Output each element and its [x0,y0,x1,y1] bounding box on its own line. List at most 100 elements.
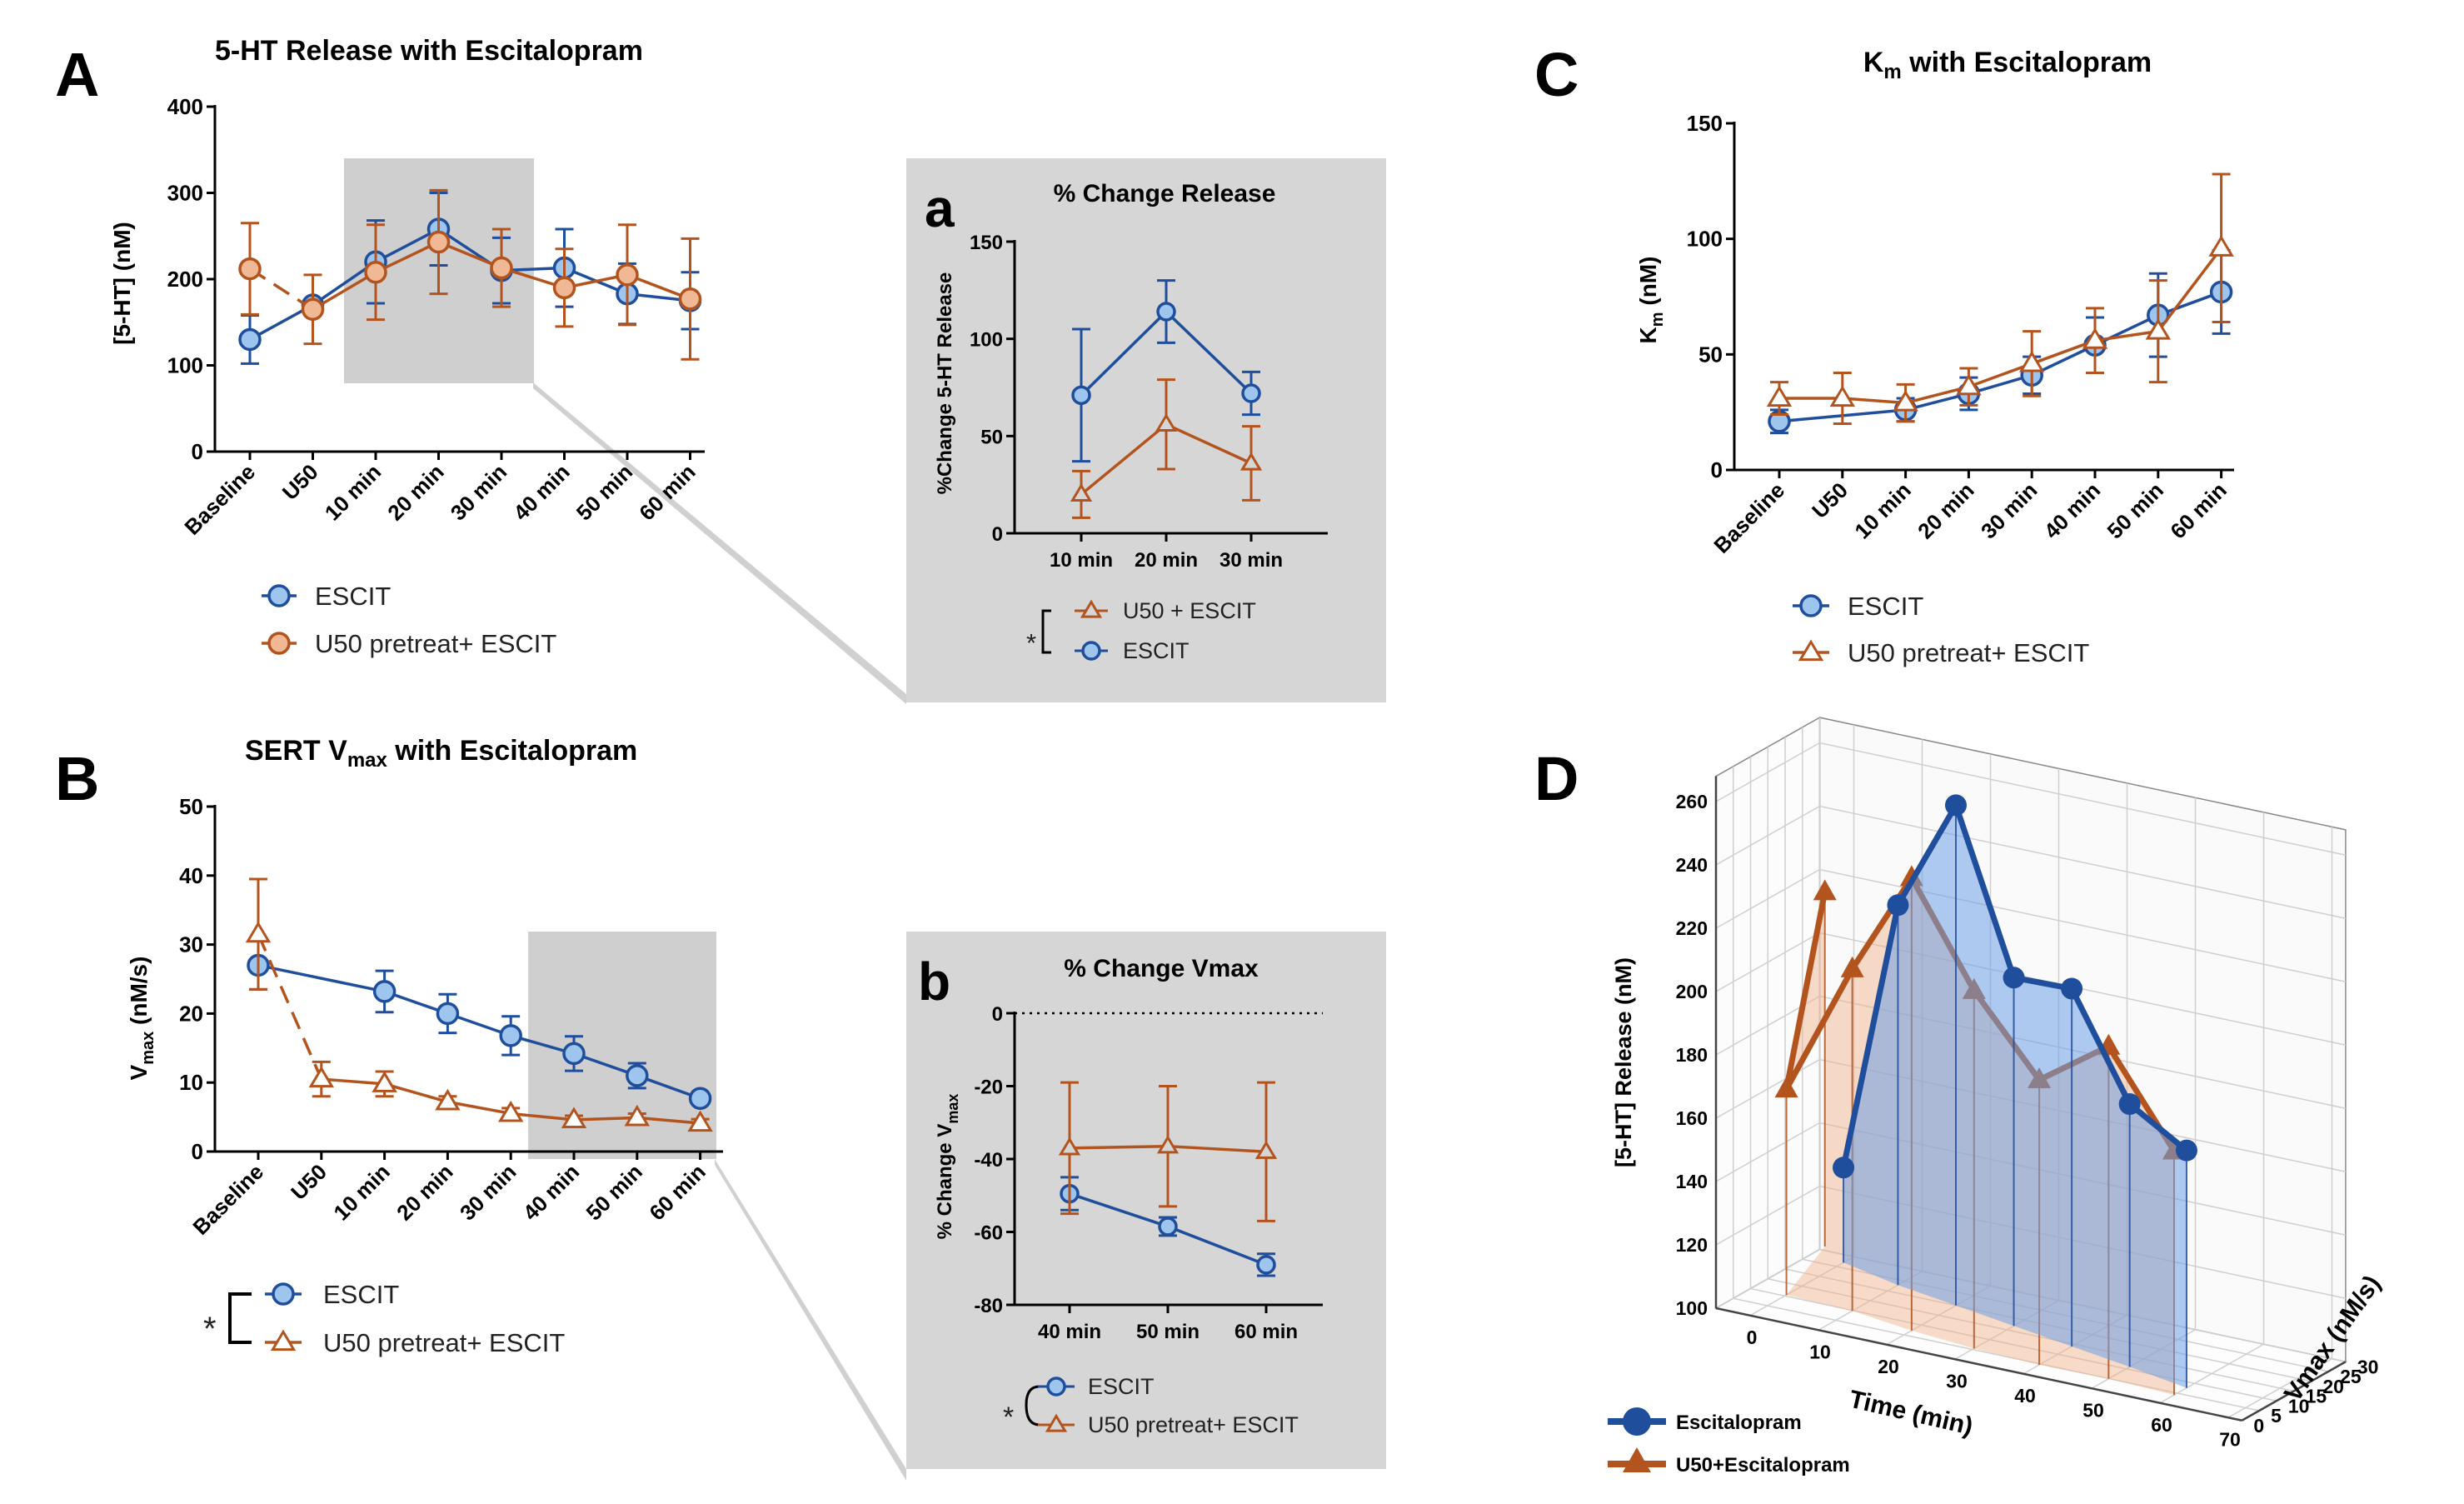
series-line-U50 pretreat+ ESCIT [447,1100,511,1116]
data-point-U50 + ESCIT [1155,412,1178,432]
series-line-ESCIT [1069,1192,1169,1228]
chart-b: 0 -20 -40 -60 -80 40 min 50 min 60 min [974,1003,1323,1343]
data-point-U50 pretreat+ ESCIT [624,1104,651,1127]
series-line-ESCIT [257,963,385,993]
legend-marker-U50 [1798,639,1824,662]
data-point-U50 pretreat+ ESCIT [301,297,325,321]
y-tick-label: 20 [179,1001,203,1026]
z-tick-label: 180 [1676,1044,1708,1066]
y-axis-label-b: % Change Vmax [934,1094,961,1240]
legend-label-U50: U50+Escitalopram [1676,1454,1850,1477]
x-tick-label: 10 min [1849,477,1915,543]
z-axis-label: [5-HT] Release (nM) [1611,957,1636,1167]
y-tick-label: 150 [1687,111,1723,136]
significance-bracket [1041,609,1051,654]
z-tick-label: 160 [1676,1107,1708,1129]
data-point-ESCIT [1156,302,1176,322]
zoom-wedge-B [715,1159,906,1481]
z-tick-label: 100 [1676,1297,1708,1319]
legend-marker-ESCIT [1081,641,1101,661]
data-point-U50 pretreat+ ESCIT [2018,350,2045,372]
x-tick-label: 10 min [328,1159,394,1225]
panel-letter-C: C [1534,40,1579,109]
legend-marker-ESCIT [272,1282,295,1306]
data-point-U50 pretreat+ ESCIT [245,921,272,943]
data-point-U50 pretreat+ ESCIT [497,1100,524,1122]
x-tick-label: U50 [1807,477,1853,523]
data-point-U50 pretreat+ ESCIT [308,1066,335,1088]
y-axis-label-A: [5-HT] (nM) [109,222,135,345]
data-point-U50 pretreat+ ESCIT [1956,373,1982,396]
legend-marker-U50 [1623,1447,1651,1472]
z-tick-label: 220 [1676,917,1708,939]
legend-label-U50: U50 pretreat+ ESCIT [1088,1412,1299,1437]
y-tick-label: 20 [2322,1376,2344,1397]
series-line-ESCIT [1165,310,1253,395]
data-point-U50 pretreat+ ESCIT [1766,385,1793,407]
data-point-ESCIT [626,1064,649,1087]
chart-title-C: Km with Escitalopram [1863,47,2152,83]
legend-b: * ESCIT U50 pretreat+ ESCIT [1003,1374,1299,1437]
x-axis-label: Time (min) [1847,1386,1976,1441]
series-line-U50 pretreat+ ESCIT [312,271,377,311]
x-tick-label: 40 min [518,1159,584,1225]
series-line-U50 pretreat+ ESCIT [1069,1144,1169,1150]
z-tick-label: 200 [1676,981,1708,1002]
series-line-U50 pretreat+ ESCIT [573,1116,637,1122]
data-point-U50+Escitalopram [1840,956,1864,977]
y-tick-label: 50 [179,794,203,819]
x-tick-label: 10 min [320,459,386,525]
x-tick-label: 60 min [2165,477,2231,543]
x-tick-label: 50 min [581,1159,647,1225]
chart-title-A: 5-HT Release with Escitalopram [215,35,643,67]
y-tick-label: 0 [192,1139,203,1164]
y-tick-label: 10 [179,1070,203,1095]
panel-letter-b: b [918,952,950,1012]
y-tick-label: 50 [980,426,1003,448]
y-axis-label-B: Vmax (nM/s) [126,957,157,1081]
x-tick-label: 70 [2219,1428,2241,1450]
x-tick-label: 50 [2082,1399,2104,1421]
x-tick-label: 50 min [1136,1321,1200,1343]
data-point-U50+Escitalopram [1774,1077,1798,1098]
y-tick-label: 30 [179,932,203,957]
series-line-U50 pretreat+ ESCIT [636,1116,701,1125]
y-tick-label: 100 [970,329,1003,352]
x-tick-label: Baseline [187,1159,268,1240]
y-tick-label: 300 [167,181,203,206]
chart-title-b: % Change Vmax [1064,955,1259,982]
data-point-U50 pretreat+ ESCIT [616,263,639,287]
data-point-ESCIT [372,980,397,1003]
significance-bracket [228,1292,252,1344]
legend-B: * ESCIT U50 pretreat+ ESCIT [203,1280,565,1357]
z-tick-label: 240 [1676,854,1708,876]
data-point-Escitalopram [1945,794,1967,817]
data-point-Escitalopram [2175,1139,2197,1162]
data-point-U50 pretreat+ ESCIT [2082,327,2108,349]
y-tick-label: 400 [167,94,203,119]
data-point-U50+Escitalopram [1813,879,1837,901]
x-tick-label: 60 min [644,1159,710,1225]
x-tick-label: U50 [277,459,323,505]
y-tick-label: 0 [1711,457,1723,482]
zoom-white-gap [534,158,906,694]
y-tick-label: 40 [179,863,203,888]
series-line-U50 pretreat+ ESCIT [1842,397,1906,405]
y-axis-label-a: %Change 5-HT Release [934,272,956,495]
legend-marker-ESCIT [1046,1377,1066,1397]
data-point-U50 pretreat+ ESCIT [2145,318,2172,340]
series-line-U50 pretreat+ ESCIT [1167,1144,1267,1153]
curtain-Escitalopram [1843,805,2187,1388]
x-tick-label: 20 min [1135,549,1198,572]
y-tick-label: 150 [970,232,1003,254]
z-tick-label: 120 [1676,1234,1708,1256]
data-point-U50 pretreat+ ESCIT [1829,385,1856,407]
series-line-ESCIT [375,227,440,263]
legend-marker-ESCIT [1799,594,1823,617]
legend-D: Escitalopram U50+Escitalopram [1608,1407,1850,1477]
y-tick-label: 5 [2271,1405,2282,1427]
data-point-ESCIT [1158,1217,1178,1237]
y-tick-label: -80 [974,1295,1003,1317]
